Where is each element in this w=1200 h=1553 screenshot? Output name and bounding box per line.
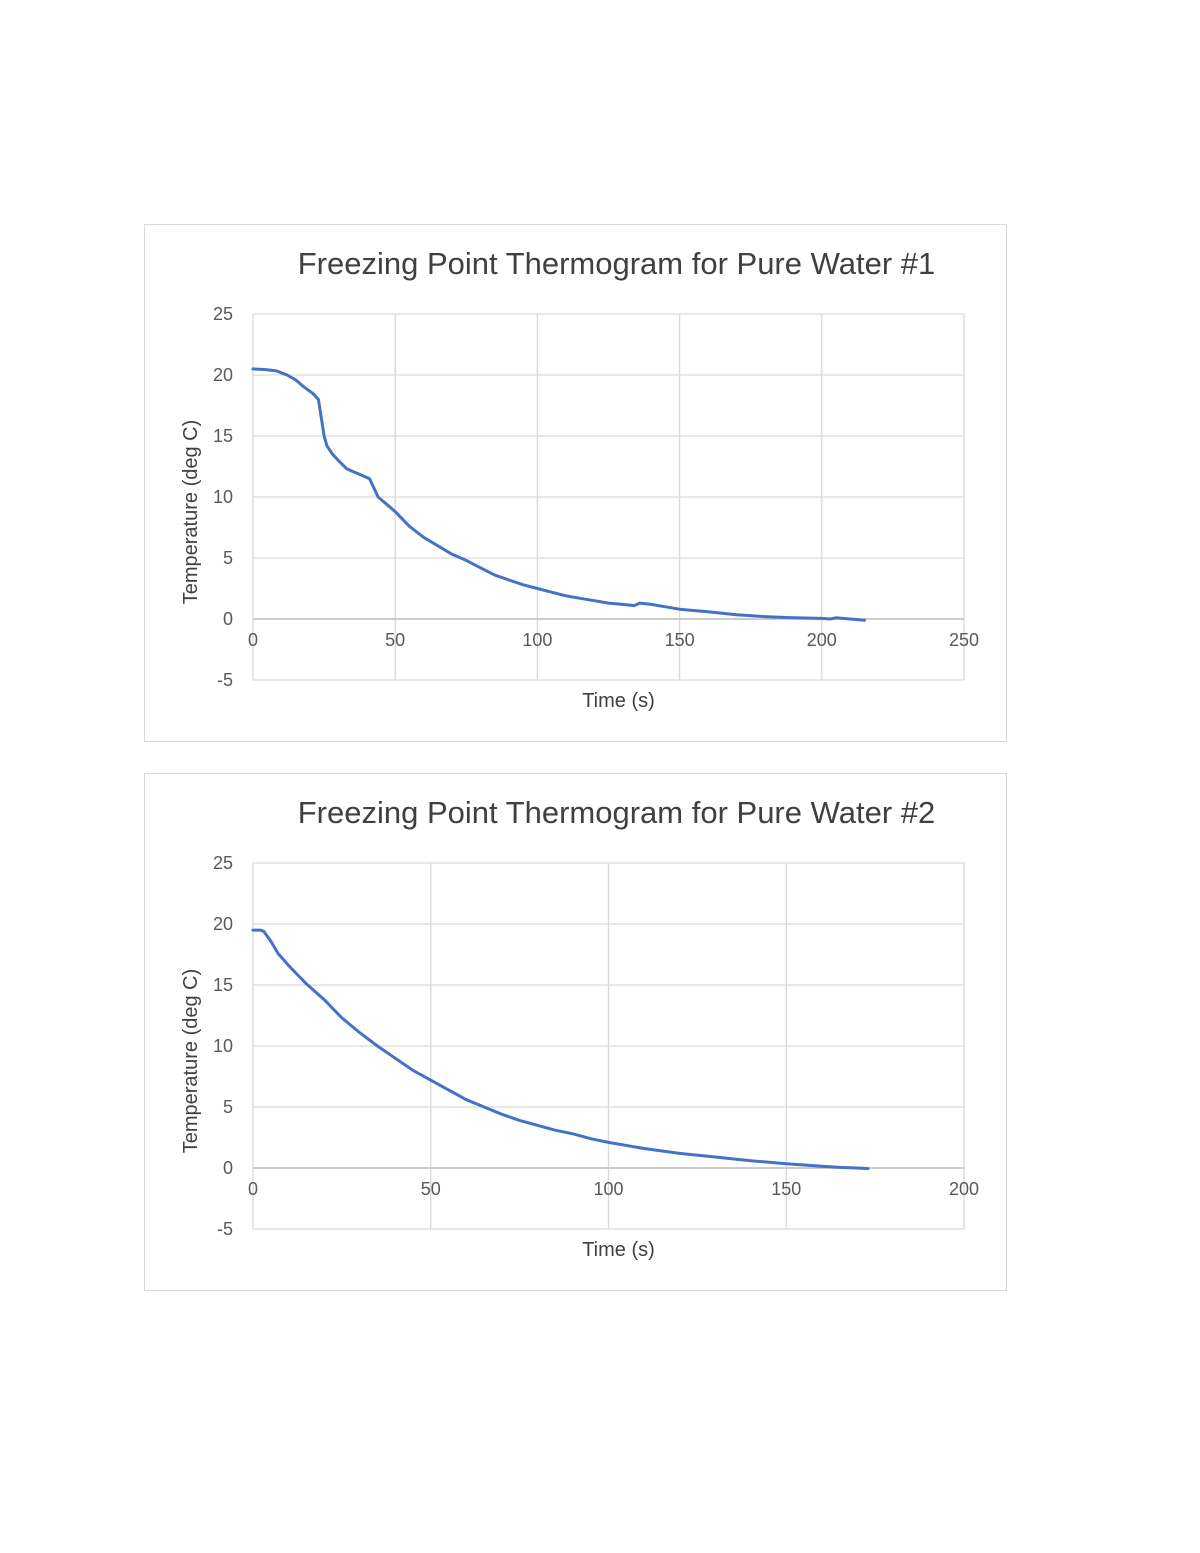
chart-1-x-axis-label: Time (s) [582, 690, 655, 712]
chart-1-y-tick-label: 25 [213, 304, 233, 324]
chart-2-title: Freezing Point Thermogram for Pure Water… [298, 795, 935, 830]
chart-2-y-tick-label: 10 [213, 1036, 233, 1056]
chart-2-series-line-1 [251, 928, 870, 1171]
chart-1-y-tick-label: 0 [223, 609, 233, 629]
chart-2-y-axis-label: Temperature (deg C) [180, 969, 202, 1154]
chart-2-x-tick-label: 100 [593, 1179, 623, 1199]
chart-1-y-tick-label: -5 [217, 670, 233, 690]
chart-1-y-tick-label: 10 [213, 487, 233, 507]
chart-2: Freezing Point Thermogram for Pure Water… [144, 773, 1007, 1291]
chart-2-y-tick-label: 0 [223, 1158, 233, 1178]
chart-2-x-tick-label: 50 [421, 1179, 441, 1199]
chart-2-y-tick-label: 5 [223, 1097, 233, 1117]
chart-1-title: Freezing Point Thermogram for Pure Water… [298, 246, 935, 281]
chart-2-svg: Freezing Point Thermogram for Pure Water… [180, 795, 979, 1261]
chart-1: Freezing Point Thermogram for Pure Water… [144, 224, 1007, 742]
chart-1-x-tick-label: 50 [385, 630, 405, 650]
chart-1-x-tick-label: 100 [522, 630, 552, 650]
chart-1-series-line-1 [251, 367, 866, 622]
chart-2-x-tick-label: 0 [248, 1179, 258, 1199]
chart-2-y-tick-label: 25 [213, 853, 233, 873]
chart-1-y-tick-label: 15 [213, 426, 233, 446]
chart-2-y-tick-label: 15 [213, 975, 233, 995]
chart-2-y-tick-label: -5 [217, 1219, 233, 1239]
chart-1-x-tick-label: 150 [665, 630, 695, 650]
chart-2-x-axis-label: Time (s) [582, 1239, 655, 1261]
chart-2-x-tick-label: 200 [949, 1179, 979, 1199]
chart-1-y-tick-label: 20 [213, 365, 233, 385]
chart-1-y-axis-label: Temperature (deg C) [180, 420, 202, 605]
chart-1-y-tick-label: 5 [223, 548, 233, 568]
chart-1-x-tick-label: 250 [949, 630, 979, 650]
chart-2-y-tick-label: 20 [213, 914, 233, 934]
chart-1-x-tick-label: 0 [248, 630, 258, 650]
chart-1-svg: Freezing Point Thermogram for Pure Water… [180, 246, 979, 712]
chart-1-x-tick-label: 200 [807, 630, 837, 650]
chart-2-x-tick-label: 150 [771, 1179, 801, 1199]
